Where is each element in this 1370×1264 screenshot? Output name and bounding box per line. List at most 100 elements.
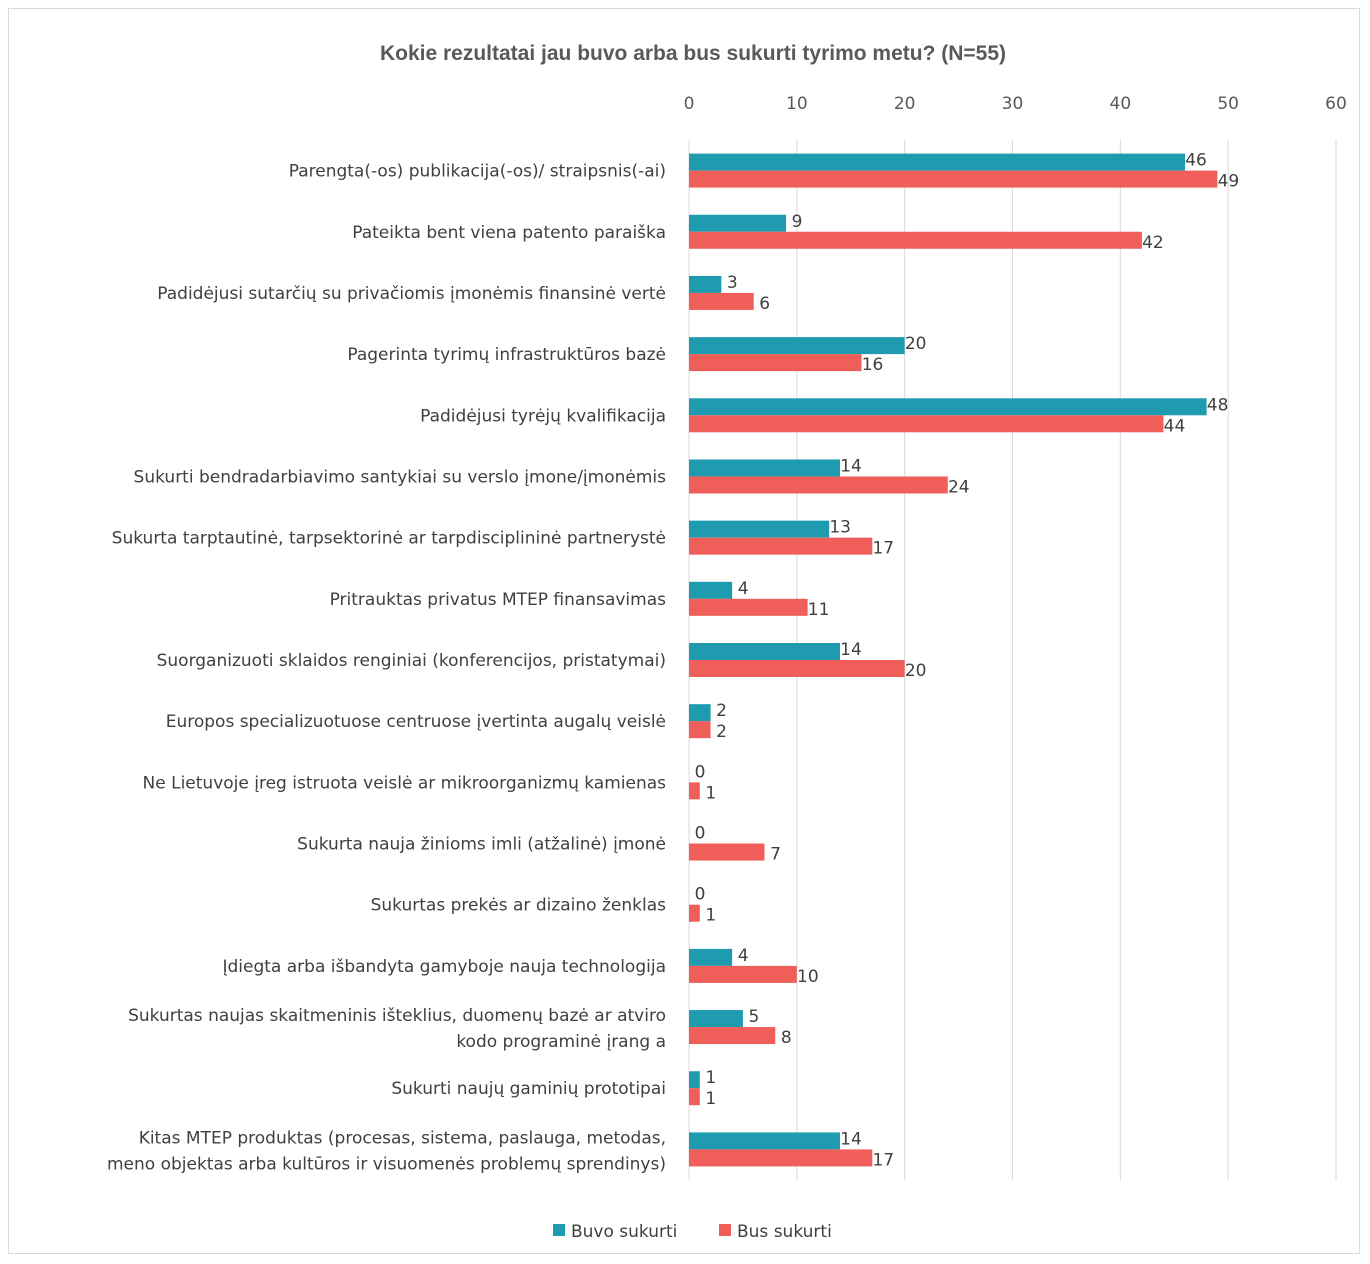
- bar: [689, 520, 830, 538]
- bar: [689, 476, 948, 494]
- data-label: 46: [1185, 151, 1207, 171]
- data-label: 2: [716, 722, 727, 742]
- bar: [689, 1088, 700, 1106]
- bar: [689, 354, 862, 372]
- bar: [689, 1132, 840, 1150]
- bar: [689, 1071, 700, 1089]
- data-label: 1: [705, 1068, 716, 1088]
- data-label: 1: [705, 783, 716, 803]
- bar: [689, 1027, 776, 1045]
- bar: [689, 1010, 743, 1028]
- data-label: 4: [738, 946, 749, 966]
- category-label: Padidėjusi tyrėjų kvalifikacija: [420, 406, 666, 426]
- category-label: Parengta(-os) publikacija(-os)/ straipsn…: [289, 162, 666, 182]
- category-label: Padidėjusi sutarčių su privačiomis įmonė…: [157, 284, 666, 304]
- bar: [689, 598, 808, 616]
- bar: [689, 904, 700, 922]
- category-label: Pagerinta tyrimų infrastruktūros bazė: [347, 345, 666, 365]
- bar: [689, 153, 1186, 171]
- data-label: 20: [905, 334, 927, 354]
- data-label: 0: [695, 762, 706, 782]
- chart-title: Kokie rezultatai jau buvo arba bus sukur…: [380, 42, 1006, 65]
- data-label: 24: [948, 477, 970, 497]
- bar: [689, 170, 1218, 188]
- category-label: Europos specializuotuose centruose įvert…: [166, 712, 666, 732]
- bar: [689, 398, 1207, 416]
- data-label: 7: [770, 845, 781, 865]
- data-label: 1: [705, 906, 716, 926]
- bar: [689, 704, 711, 722]
- bar: [689, 459, 840, 477]
- category-label: Kitas MTEP produktas (procesas, sistema,…: [107, 1128, 666, 1174]
- category-label: Įdiegta arba išbandyta gamyboje nauja te…: [222, 957, 666, 977]
- gridlines: [688, 140, 1337, 1180]
- data-label: 17: [872, 1150, 894, 1170]
- legend-swatch: [553, 1224, 565, 1236]
- x-tick-label: 0: [684, 94, 695, 114]
- chart-frame: [8, 8, 1360, 1254]
- category-label: Pateikta bent viena patento paraiška: [352, 223, 666, 243]
- data-label: 17: [872, 539, 894, 559]
- category-label: Sukurti naujų gaminių prototipai: [391, 1079, 666, 1099]
- x-tick-label: 40: [1110, 94, 1132, 114]
- data-label: 20: [905, 661, 927, 681]
- x-tick-label: 30: [1002, 94, 1024, 114]
- data-label: 14: [840, 640, 862, 660]
- bar: [689, 948, 733, 966]
- x-axis-ticks: 0 10 20 30 40 50 60: [684, 94, 1347, 114]
- data-label: 16: [862, 355, 884, 375]
- category-labels: Parengta(-os) publikacija(-os)/ straipsn…: [107, 162, 666, 1175]
- data-label: 2: [716, 701, 727, 721]
- category-label-line: meno objektas arba kultūros ir visuomenė…: [107, 1154, 666, 1174]
- data-label: 5: [749, 1007, 760, 1027]
- data-label: 0: [695, 885, 706, 905]
- data-label: 13: [829, 518, 851, 538]
- category-label: Sukurtas prekės ar dizaino ženklas: [371, 896, 667, 916]
- bar: [689, 337, 905, 355]
- legend: Buvo sukurti Bus sukurti: [553, 1222, 832, 1242]
- category-label: Sukurtas naujas skaitmeninis išteklius, …: [128, 1006, 666, 1052]
- data-label: 6: [759, 294, 770, 314]
- x-tick-label: 20: [894, 94, 916, 114]
- data-label: 44: [1164, 416, 1186, 436]
- legend-swatch: [719, 1224, 731, 1236]
- bar: [689, 214, 787, 232]
- x-tick-label: 50: [1217, 94, 1239, 114]
- category-label: Suorganizuoti sklaidos renginiai (konfer…: [157, 651, 666, 671]
- x-tick-label: 60: [1325, 94, 1347, 114]
- bar: [689, 581, 733, 599]
- bar: [689, 415, 1164, 433]
- bar: [689, 643, 840, 660]
- data-label: 11: [808, 600, 830, 620]
- bar: [689, 843, 765, 861]
- bars: [689, 153, 1218, 1167]
- data-label: 42: [1142, 233, 1164, 253]
- category-label: Sukurti bendradarbiavimo santykiai su ve…: [134, 467, 667, 487]
- data-label: 9: [792, 212, 803, 232]
- bar: [689, 537, 873, 555]
- data-label: 1: [705, 1089, 716, 1109]
- data-label: 8: [781, 1028, 792, 1048]
- data-label: 0: [695, 824, 706, 844]
- data-labels: 4649942362016484414241317411142022010701…: [695, 151, 1240, 1171]
- category-label: Ne Lietuvoje įreg istruota veislė ar mik…: [143, 773, 667, 793]
- data-label: 14: [840, 456, 862, 476]
- bar: [689, 782, 700, 800]
- legend-label: Bus sukurti: [737, 1222, 832, 1242]
- data-label: 3: [727, 273, 738, 293]
- category-label: Sukurta tarptautinė, tarpsektorinė ar ta…: [112, 529, 666, 549]
- data-label: 4: [738, 579, 749, 599]
- data-label: 48: [1207, 395, 1229, 415]
- x-tick-label: 10: [786, 94, 808, 114]
- category-label-line: Kitas MTEP produktas (procesas, sistema,…: [139, 1128, 666, 1148]
- data-label: 14: [840, 1129, 862, 1149]
- bar: [689, 292, 754, 310]
- bar: [689, 660, 905, 677]
- bar: [689, 1149, 873, 1167]
- data-label: 10: [797, 967, 819, 987]
- bar: [689, 721, 711, 739]
- category-label-line: Sukurtas naujas skaitmeninis išteklius, …: [128, 1006, 666, 1026]
- category-label: Sukurta nauja žinioms imli (atžalinė) įm…: [297, 835, 666, 855]
- data-label: 49: [1218, 172, 1240, 192]
